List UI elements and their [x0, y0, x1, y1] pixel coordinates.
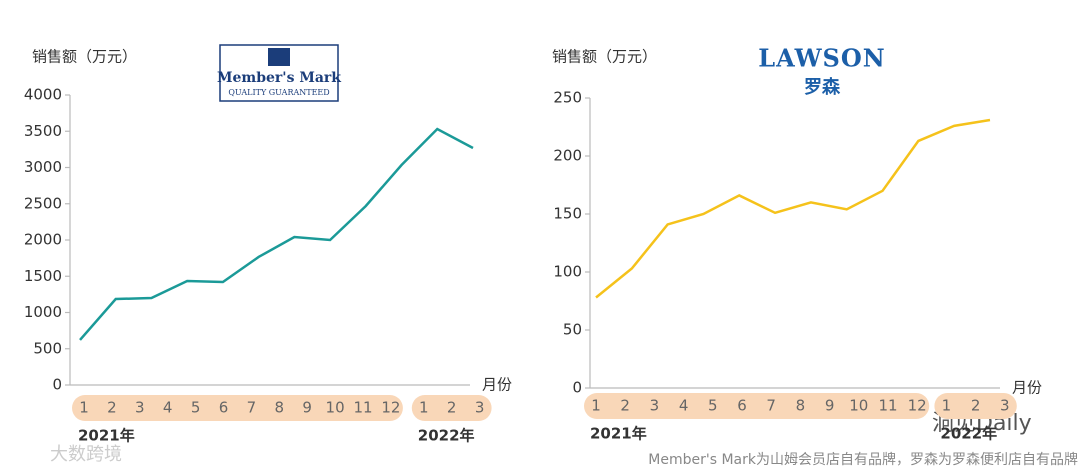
month-label: 1	[942, 397, 952, 415]
y-tick-label: 250	[553, 89, 582, 107]
y-tick-label: 50	[563, 321, 582, 339]
month-label: 2	[620, 397, 630, 415]
month-band	[411, 395, 492, 421]
month-label: 6	[219, 399, 229, 417]
month-label: 10	[326, 399, 345, 417]
y-tick-label: 0	[52, 376, 62, 394]
y-tick-label: 100	[553, 263, 582, 281]
month-label: 4	[679, 397, 689, 415]
month-label: 3	[650, 397, 660, 415]
month-label: 2	[971, 397, 981, 415]
logo-icon	[268, 48, 290, 66]
month-label: 11	[878, 397, 897, 415]
month-label: 6	[737, 397, 747, 415]
line	[79, 127, 474, 341]
month-band	[934, 393, 1017, 419]
logo-name: Member's Mark	[217, 70, 341, 86]
y-tick-label: 1500	[24, 267, 62, 285]
footer: Member's Mark为山姆会员店自有品牌，罗森为罗森便利店自有品牌	[648, 451, 1078, 468]
logo-tagline: QUALITY GUARANTEED	[228, 88, 329, 97]
month-label: 11	[353, 399, 372, 417]
month-label: 12	[908, 397, 927, 415]
logo-name: LAWSON	[758, 44, 885, 73]
line	[595, 118, 991, 299]
month-band	[584, 393, 930, 419]
month-label: 9	[302, 399, 312, 417]
year-label: 2021年	[590, 425, 647, 443]
y-tick-label: 1000	[24, 303, 62, 321]
month-label: 10	[849, 397, 868, 415]
month-label: 3	[1000, 397, 1010, 415]
y-tick-label: 3000	[24, 158, 62, 176]
y-tick-label: 200	[553, 147, 582, 165]
y-tick-label: 2000	[24, 231, 62, 249]
year-label: 2022年	[940, 425, 997, 443]
y-axis-label: 销售额（万元）	[32, 48, 137, 66]
x-unit: 月份	[1012, 379, 1042, 397]
month-label: 3	[475, 399, 485, 417]
month-label: 2	[107, 399, 117, 417]
month-label: 2	[447, 399, 457, 417]
y-tick-label: 150	[553, 205, 582, 223]
month-band	[72, 395, 403, 421]
month-label: 9	[825, 397, 835, 415]
watermark: 大数跨境	[50, 444, 122, 465]
y-axis-label: 销售额（万元）	[552, 48, 657, 66]
y-tick-label: 500	[33, 339, 62, 357]
month-label: 5	[708, 397, 718, 415]
month-label: 12	[381, 399, 400, 417]
y-tick-label: 0	[572, 379, 582, 397]
month-label: 5	[191, 399, 201, 417]
y-tick-label: 3500	[24, 122, 62, 140]
year-label: 2021年	[78, 427, 135, 445]
month-label: 7	[247, 399, 257, 417]
month-label: 1	[419, 399, 429, 417]
month-label: 7	[766, 397, 776, 415]
month-label: 4	[163, 399, 173, 417]
year-label: 2022年	[418, 427, 475, 445]
month-label: 1	[79, 399, 89, 417]
y-tick-label: 4000	[24, 86, 62, 104]
month-label: 8	[275, 399, 285, 417]
y-tick-label: 2500	[24, 194, 62, 212]
x-unit: 月份	[482, 376, 512, 394]
logo-tagline: 罗森	[804, 76, 841, 98]
month-label: 3	[135, 399, 145, 417]
month-label: 1	[591, 397, 601, 415]
month-label: 8	[796, 397, 806, 415]
logo-box	[219, 44, 339, 102]
